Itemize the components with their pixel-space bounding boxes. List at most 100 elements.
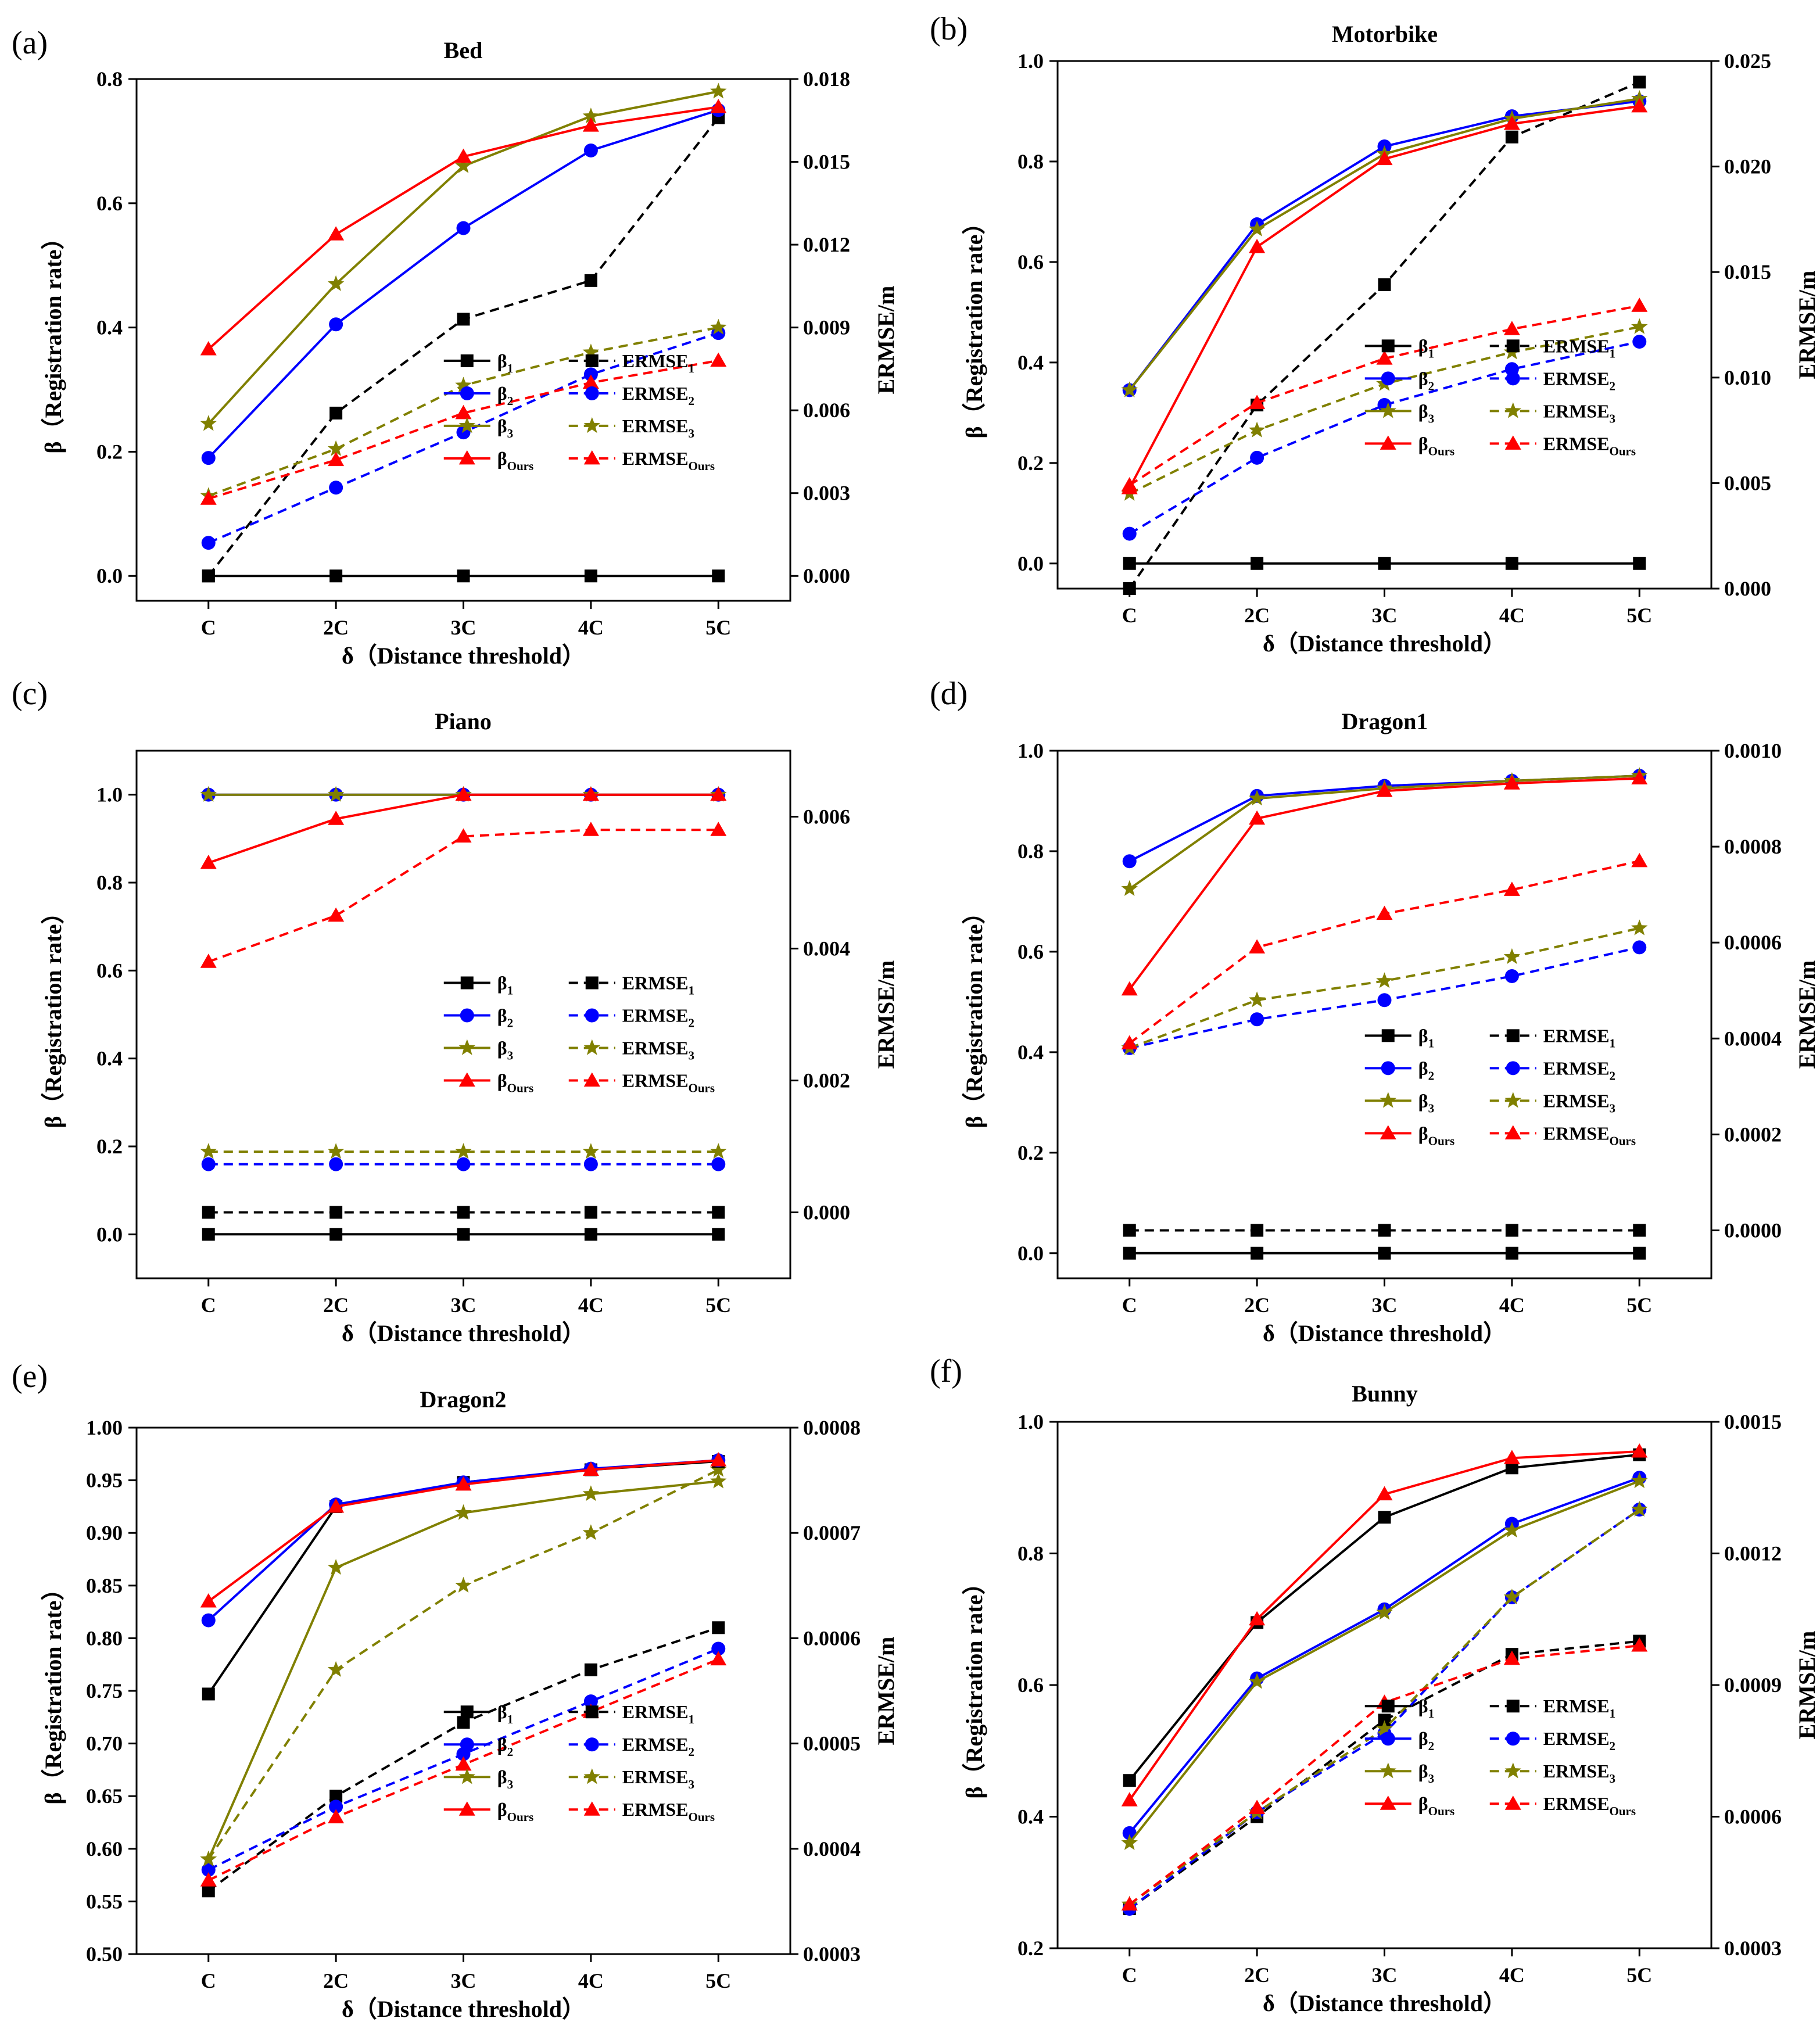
x-axis-title: δ（Distance threshold） [342,1996,585,2022]
legend-marker [1381,1061,1395,1076]
legend-marker [1504,402,1521,418]
data-point-βOurs [1503,775,1520,790]
data-point-β1 [329,569,343,583]
data-point-ERMSEOurs [1503,321,1520,335]
data-point-ERMSE3 [1503,948,1521,965]
legend-label-sub: 2 [507,394,514,408]
chart-title: Dragon1 [1342,708,1428,734]
data-point-ERMSE1 [712,1206,725,1219]
left-tick-label: 0.60 [86,1837,123,1861]
legend-label-main: β [1418,1696,1428,1716]
legend-label-sub: 2 [1610,379,1616,393]
data-point-ERMSE2 [329,481,343,495]
left-tick-label: 0.6 [1018,250,1044,274]
x-tick-label: 2C [1244,1293,1270,1317]
right-tick-label: 0.003 [803,482,850,505]
legend-marker [1506,1732,1520,1746]
left-tick-label: 0.80 [86,1626,123,1650]
legend-label-sub: Ours [507,1810,534,1824]
legend-label: βOurs [497,1070,533,1095]
series-line-ERMSEOurs [208,359,719,500]
right-axis-title: ERMSE/m [1794,271,1820,379]
right-axis-title: ERMSE/m [873,286,899,395]
right-tick-label: 0.0009 [1724,1673,1782,1697]
legend-label: β2 [1418,368,1434,393]
legend-label-sub: 1 [507,1712,514,1726]
data-point-ERMSEOurs [328,451,345,467]
legend-label-sub: Ours [1428,1804,1455,1818]
right-tick-label: 0.010 [1724,366,1771,389]
chart-panel: (b) Motorbike 0.0 0.2 0.4 0.6 0.8 1.0 0.000 0.005… [930,11,1820,657]
right-tick-label: 0.006 [803,399,850,422]
legend-label: ERMSEOurs [1543,433,1636,458]
x-tick-label: 2C [1244,604,1270,627]
legend-label-main: ERMSE [622,383,689,404]
data-point-ERMSE2 [456,1157,471,1171]
legend-label-main: β [497,1799,507,1820]
right-tick-label: 0.015 [1724,260,1771,284]
legend-label-sub: 3 [507,1049,514,1063]
legend-label-main: ERMSE [1543,1793,1610,1814]
left-axis-title: β（Registration rate） [40,1578,66,1805]
data-point-ERMSE2 [1250,1012,1264,1027]
data-point-β3 [200,415,217,431]
data-point-ERMSE1 [584,1663,597,1676]
data-point-ERMSE1 [457,313,470,326]
data-point-ERMSE1 [1378,278,1391,291]
legend-label-main: ERMSE [622,415,689,436]
legend-marker [1506,1061,1520,1076]
legend-label-main: ERMSE [1543,1761,1610,1781]
legend-label-main: β [497,1766,507,1787]
left-tick-label: 0.4 [96,316,123,339]
legend-label-sub: 3 [507,426,514,440]
left-tick-label: 0.90 [86,1521,123,1544]
legend-marker [460,1008,474,1023]
data-point-ERMSE2 [711,1157,726,1171]
legend-label-sub: 2 [1428,379,1435,393]
data-point-β1 [1123,557,1136,570]
data-point-β1 [1633,557,1646,570]
legend-label-main: ERMSE [1543,433,1610,454]
legend-label-main: β [1418,433,1428,454]
x-tick-label: 4C [1499,604,1525,627]
data-point-ERMSE3 [1631,1501,1648,1517]
legend-label-main: ERMSE [622,1734,689,1755]
data-point-βOurs [1376,1486,1393,1501]
panel-label: (f) [930,1353,962,1389]
legend-label-main: ERMSE [1543,1058,1610,1078]
left-tick-label: 0.8 [1018,1542,1044,1565]
data-point-βOurs [200,1593,217,1608]
chart-panel: (d) Dragon1 0.0 0.2 0.4 0.6 0.8 1.0 0.0000 0.0002… [930,676,1820,1346]
data-point-ERMSEOurs [328,907,345,922]
data-point-ERMSE2 [711,1641,726,1656]
data-point-ERMSE1 [1251,1224,1264,1237]
left-tick-label: 0.2 [1018,1937,1044,1960]
data-point-β1 [1505,557,1518,570]
legend-marker [585,1705,599,1719]
legend-label-sub: 3 [1428,411,1435,425]
data-point-ERMSEOurs [1631,1637,1648,1652]
left-tick-label: 0.0 [1018,552,1044,575]
data-point-βOurs [582,786,599,801]
data-point-βOurs [455,1476,472,1491]
data-point-βOurs [1249,238,1266,253]
legend-label-main: ERMSE [1543,368,1610,389]
legend-label-main: β [1418,1123,1428,1144]
data-point-βOurs [1631,1443,1648,1458]
legend-label-main: ERMSE [622,448,689,469]
left-tick-label: 0.2 [96,1135,123,1158]
legend-label-sub: 3 [1428,1772,1435,1786]
legend-label-main: ERMSE [622,1766,689,1787]
data-point-ERMSE2 [201,536,216,550]
legend-label-sub: 3 [1610,1101,1616,1115]
data-point-ERMSE3 [200,1143,217,1159]
data-point-ERMSEOurs [455,1756,472,1771]
right-tick-label: 0.0002 [1724,1123,1782,1146]
legend-label-sub: Ours [1428,444,1455,458]
legend-marker [1506,339,1520,353]
legend-label: ERMSE1 [1543,1025,1615,1050]
x-axis-title: δ（Distance threshold） [342,1320,585,1346]
